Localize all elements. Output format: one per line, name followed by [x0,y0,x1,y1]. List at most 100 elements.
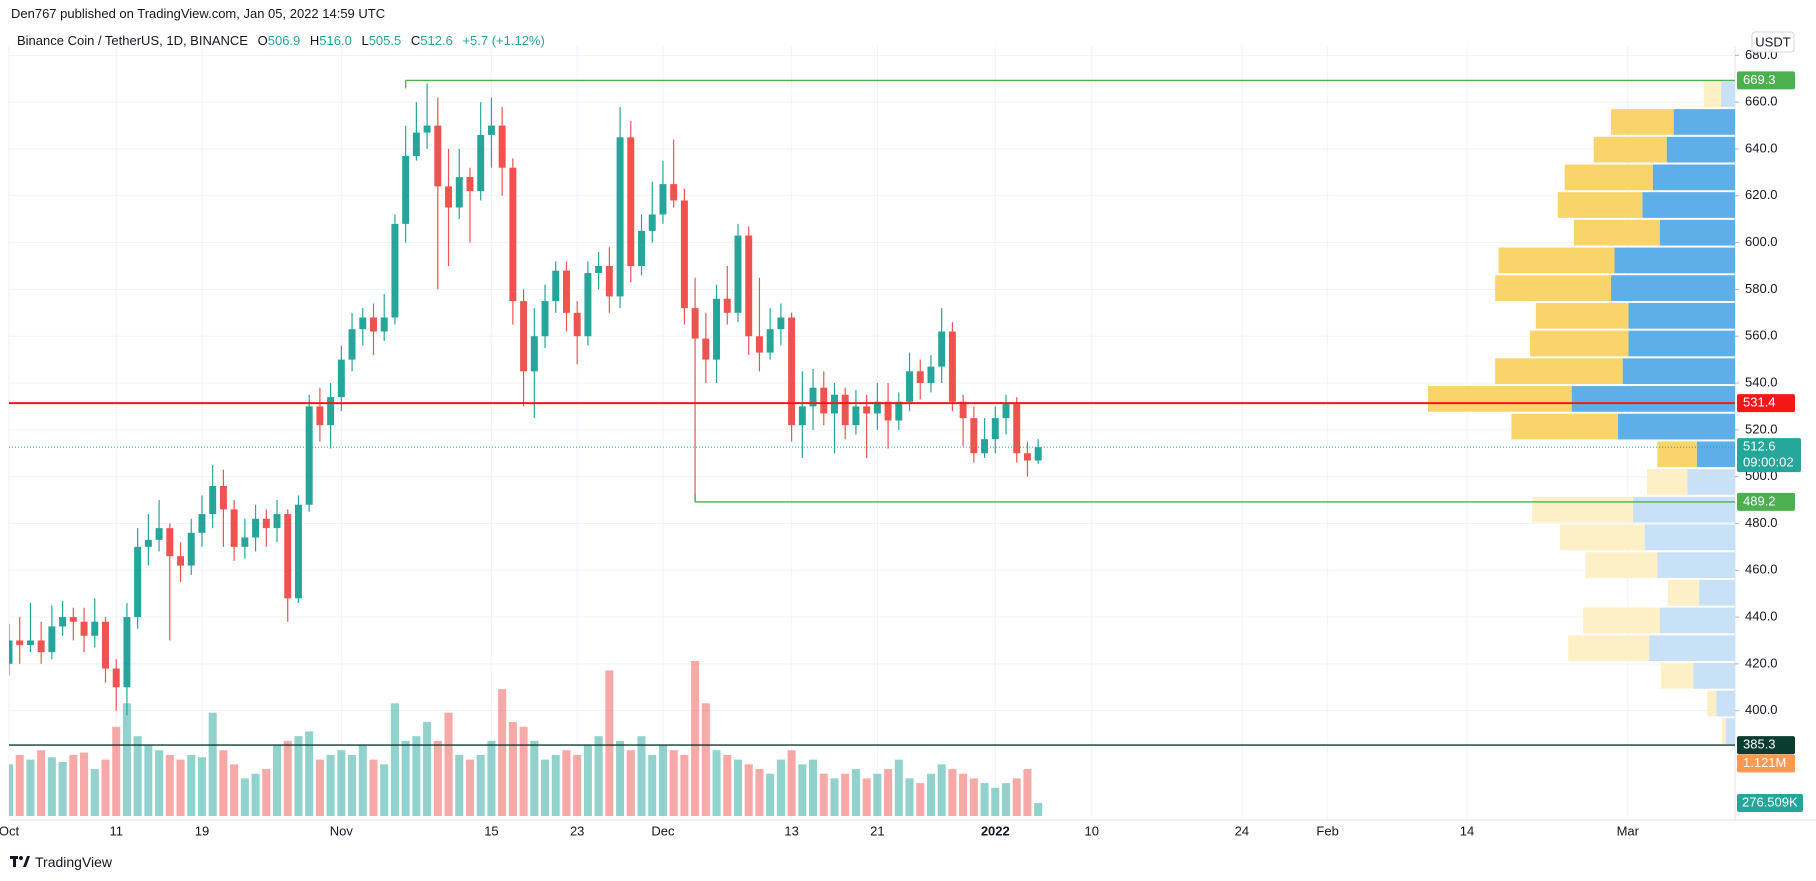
candle-body [134,546,142,618]
candle-body [863,406,871,414]
volume-bar [240,778,249,816]
candle-body [584,273,592,337]
volume-bar [101,759,110,816]
volume-bar [412,736,421,816]
x-tick-label: 24 [1235,823,1249,838]
candle-body [219,486,227,510]
volume-profile [1428,81,1735,745]
last-volume-bg [1737,794,1803,813]
y-tick-label: 520.0 [1745,421,1778,436]
ohlc-value: 506.9 [267,33,301,48]
volume-bar [294,736,303,816]
profile-up [1673,109,1735,135]
candle-body [884,401,892,421]
candle-body [713,298,721,360]
volume-bar [1023,769,1032,816]
profile-up [1657,552,1735,578]
candle-body [337,359,345,398]
level-label-bg [1737,71,1795,90]
candle-body [670,184,678,201]
levels [9,79,1735,746]
profile-down [1568,635,1650,661]
candle-body [370,317,377,332]
candle-body [102,621,109,669]
candle-body [552,270,560,302]
profile-up [1659,607,1735,634]
profile-up [1642,192,1735,218]
candle-body [916,371,924,384]
candle-body [788,317,796,426]
candle-body [391,223,399,318]
profile-down [1573,219,1660,246]
candle-body [284,514,292,599]
profile-up [1699,579,1735,606]
y-tick-label: 540.0 [1745,374,1778,389]
candle-body [423,125,431,133]
x-tick-label: 15 [484,823,498,838]
ohlc-value: 505.5 [368,33,402,48]
x-tick-label: Mar [1617,823,1640,838]
profile-down [1583,607,1660,634]
level-label-bg [1737,492,1795,511]
volume-bars [9,661,1043,816]
volume-bar [873,773,882,816]
level-label: 531.4 [1743,395,1776,410]
candle-body [702,338,710,360]
volume-bar [369,759,378,816]
grid [8,46,1735,820]
candle-body [927,366,935,384]
profile-up [1716,690,1735,717]
volume-bar [616,740,625,816]
volume-bar [69,754,78,816]
symbol: Binance Coin / TetherUS, 1D, BINANCE [17,33,248,48]
candle-body [69,617,77,622]
volume-bar [669,750,678,816]
candle-body [562,270,570,313]
volume-bar [648,754,657,816]
candle-body [198,514,206,533]
ohlc-key: O [257,33,268,48]
logo [10,856,30,867]
volume-bar [380,764,389,816]
x-tick-label: 11 [109,823,123,838]
y-tick-label: 480.0 [1745,515,1778,530]
volume-bar [884,769,893,816]
publish-info: Den767 published on TradingView.com, Jan… [11,6,386,21]
volume-bar [969,778,978,816]
profile-up [1644,524,1735,551]
candle-body [981,439,989,454]
y-tick-label: 440.0 [1745,609,1778,624]
profile-down [1529,330,1629,357]
candle-body [155,528,163,540]
profile-down [1532,496,1634,523]
candle-body [187,532,195,566]
candle-body [841,394,849,426]
volume-bar [1012,778,1021,816]
current-price-label-bg [1737,438,1801,473]
candle-body [80,621,88,636]
candle-body [809,387,817,407]
volume-bar [144,745,153,816]
volume-bar [315,759,324,816]
volume-bar [122,703,131,816]
y-tick-label: 660.0 [1745,94,1778,109]
profile-down [1560,524,1645,551]
candle-body [723,298,731,313]
volume-bar [905,778,914,816]
profile-up [1659,219,1735,246]
profile-up [1633,496,1735,523]
candle-body [680,200,688,309]
candle-body [487,125,495,135]
candle-body [605,266,613,297]
ohlc-value: 512.6 [420,33,453,48]
candle-body [166,528,174,557]
volume-bar [348,754,357,816]
volume-bar [819,773,828,816]
profile-up [1628,302,1735,329]
volume-bar [894,759,903,816]
volume-bar [283,740,292,816]
volume-bar [701,703,710,816]
volume-bar [251,773,260,816]
candle-body [466,177,474,192]
